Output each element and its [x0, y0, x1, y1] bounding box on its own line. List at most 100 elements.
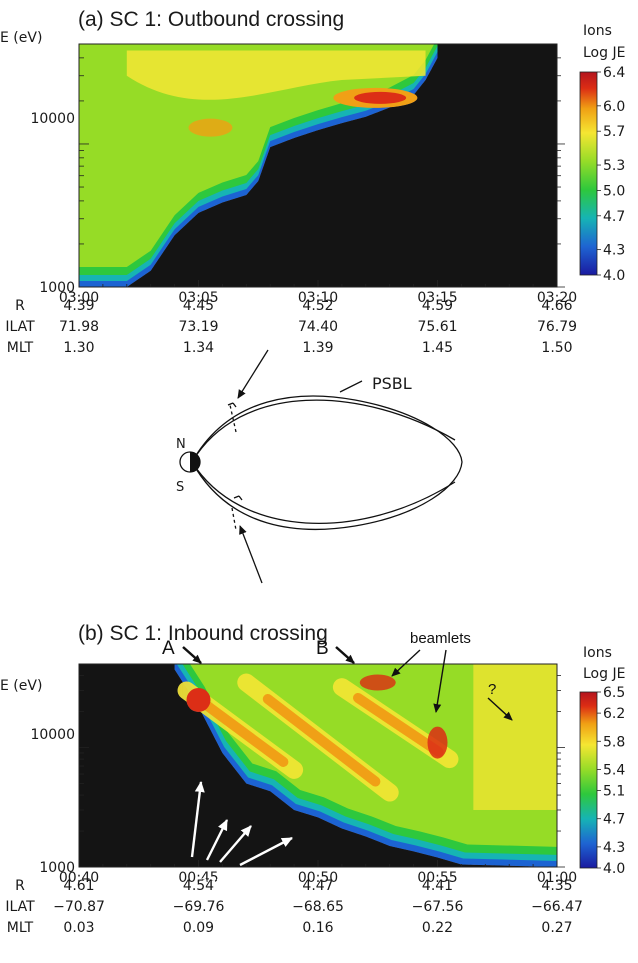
beamlet-core-0	[197, 697, 289, 767]
arrow-white-2	[205, 819, 229, 861]
orbit-value: 4.41	[422, 878, 453, 894]
cb-tick-label: 4.3	[603, 243, 625, 259]
xtick-label: 03:10	[298, 290, 338, 306]
xtick-label: 00:40	[59, 870, 99, 886]
orbit-value: 74.40	[298, 319, 338, 335]
panel-b-cb-title: Ions	[583, 645, 612, 661]
panel-a-cb-label: Log JE	[583, 45, 625, 61]
peak-red	[354, 91, 407, 104]
orbit-value: 0.03	[63, 920, 94, 936]
orbit-value: 73.19	[178, 319, 218, 335]
peak-A	[186, 687, 211, 712]
arrow-white-3	[219, 825, 252, 863]
xtick-label: 00:50	[298, 870, 338, 886]
peak-orange-2	[188, 118, 233, 137]
field-line-outer-south	[191, 461, 456, 525]
panel-a-colorbar	[579, 71, 598, 276]
xtick-label: 00:45	[178, 870, 218, 886]
arrow-to-inbound	[239, 525, 263, 584]
panel-b-colorbar	[579, 691, 598, 869]
label-beamlets-bottom: beamlets	[199, 873, 260, 890]
cb-tick-label: 5.8	[603, 734, 625, 750]
xtick-label: 03:15	[417, 290, 457, 306]
cb-tick-label: 6.4	[603, 65, 625, 81]
cb-tick-label: 5.1	[603, 784, 625, 800]
crossing-tick-north	[227, 402, 237, 408]
cb-tick-label: 5.3	[603, 158, 625, 174]
orbit-row-label: ILAT	[5, 319, 35, 335]
xtick-label: 00:55	[417, 870, 457, 886]
orbit-value: 4.35	[541, 878, 572, 894]
panel-a-title: (a) SC 1: Outbound crossing	[78, 8, 344, 31]
arrow-beamlets-top-1	[391, 649, 421, 677]
orbit-value: 0.22	[422, 920, 453, 936]
panel-b-annotations: A B beamlets ? beamlets	[162, 630, 513, 890]
beamlet-core-1	[262, 694, 381, 787]
orbit-value: 4.59	[422, 298, 453, 314]
xtick-label: 01:00	[537, 870, 577, 886]
field-line-outer-north	[191, 399, 456, 463]
orbit-value: 1.39	[302, 340, 333, 356]
arrow-to-outbound	[237, 349, 269, 399]
cb-tick-label: 4.3	[603, 840, 625, 856]
cb-tick-label: 5.0	[603, 183, 625, 199]
panel-a-ytick-1000: 1000	[39, 280, 75, 296]
orbit-value: 1.30	[63, 340, 94, 356]
orbit-value: 1.50	[541, 340, 572, 356]
cb-tick-label: 5.4	[603, 762, 625, 778]
orbit-value: −69.76	[173, 899, 225, 915]
orbit-value: 75.61	[417, 319, 457, 335]
xtick-label: 03:20	[537, 290, 577, 306]
cb-tick-label: 5.7	[603, 124, 625, 140]
cb-tick-label: 6.5	[603, 685, 625, 701]
arrow-beamlets-top-2	[433, 649, 447, 713]
panel-a-spectrogram	[79, 44, 557, 287]
orbit-value: 0.27	[541, 920, 572, 936]
xtick-label: 03:05	[178, 290, 218, 306]
label-A: A	[162, 638, 175, 659]
panel-b-spectrogram	[79, 664, 557, 867]
cb-tick-label: 6.2	[603, 706, 625, 722]
orbit-value: 4.54	[183, 878, 214, 894]
panel-a-ytick-10000: 10000	[30, 111, 75, 127]
orbit-row-label: ILAT	[5, 899, 35, 915]
cb-tick-label: 6.0	[603, 99, 625, 115]
label-south: S	[176, 480, 184, 495]
orbit-value: 1.34	[183, 340, 214, 356]
orbit-value: 4.47	[302, 878, 333, 894]
peak-C	[427, 726, 448, 759]
orbit-value: 0.09	[183, 920, 214, 936]
cb-tick-label: 4.7	[603, 812, 625, 828]
orbit-value: −67.56	[412, 899, 464, 915]
panel-a-cb-title: Ions	[583, 23, 612, 39]
label-north: N	[176, 437, 186, 452]
orbit-row-label: R	[15, 878, 25, 894]
orbit-row-label: MLT	[7, 920, 34, 936]
orbit-row-label: R	[15, 298, 25, 314]
crossing-path-north	[229, 404, 237, 433]
magnetosphere-diagram	[191, 349, 463, 584]
panel-b-title: (b) SC 1: Inbound crossing	[78, 622, 328, 645]
panel-b-ytick-1000: 1000	[39, 860, 75, 876]
panel-b-cb-label: Log JE	[583, 666, 625, 682]
label-question: ?	[488, 681, 496, 698]
earth-night-side	[190, 452, 200, 472]
orbit-value: −66.47	[531, 899, 583, 915]
yellow-band	[126, 50, 426, 100]
panel-b-ylabel: E (eV)	[0, 678, 42, 694]
panel-a-ylabel: E (eV)	[0, 30, 42, 46]
orbit-value: 71.98	[59, 319, 99, 335]
label-psbl: PSBL	[372, 374, 412, 393]
orbit-value: 4.66	[541, 298, 572, 314]
psbl-inner-loop	[191, 395, 463, 530]
psbl-leader	[339, 380, 363, 393]
cb-tick-label: 4.0	[603, 268, 625, 284]
orbit-value: 76.79	[537, 319, 577, 335]
panel-b-ytick-10000: 10000	[30, 727, 75, 743]
orbit-value: −70.87	[53, 899, 105, 915]
orbit-value: 4.45	[183, 298, 214, 314]
label-beamlets-top: beamlets	[410, 630, 471, 647]
orbit-value: 4.39	[63, 298, 94, 314]
